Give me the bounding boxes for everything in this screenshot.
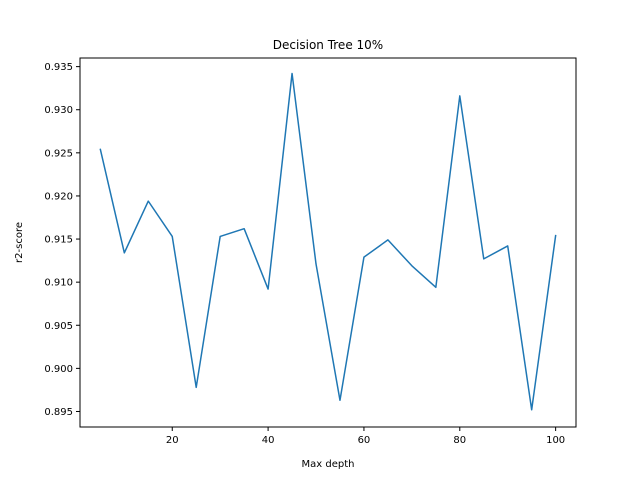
y-tick-label: 0.930 <box>44 105 73 116</box>
x-axis-label: Max depth <box>302 459 355 470</box>
y-tick-label: 0.910 <box>44 278 73 289</box>
y-tick-label: 0.920 <box>44 191 73 202</box>
x-tick-label: 20 <box>166 435 179 446</box>
y-axis-label: r2-score <box>14 222 25 263</box>
y-tick-label: 0.900 <box>44 364 73 375</box>
x-tick-label: 80 <box>453 435 466 446</box>
y-tick-label: 0.925 <box>44 148 73 159</box>
y-tick-label: 0.895 <box>44 407 73 418</box>
x-tick-label: 60 <box>358 435 371 446</box>
x-tick-label: 40 <box>262 435 275 446</box>
plot-frame <box>79 57 577 428</box>
ticks-layer: 20 40 60 80 100 0.895 0.900 0.905 0.910 0.915 0.92… <box>44 62 565 446</box>
y-tick-label: 0.905 <box>44 321 73 332</box>
series-layer <box>99 72 557 411</box>
x-tick-label: 100 <box>546 435 565 446</box>
series-line <box>99 72 557 411</box>
y-tick-label: 0.935 <box>44 62 73 73</box>
y-tick-label: 0.915 <box>44 235 73 246</box>
chart-title: Decision Tree 10% <box>273 38 383 52</box>
